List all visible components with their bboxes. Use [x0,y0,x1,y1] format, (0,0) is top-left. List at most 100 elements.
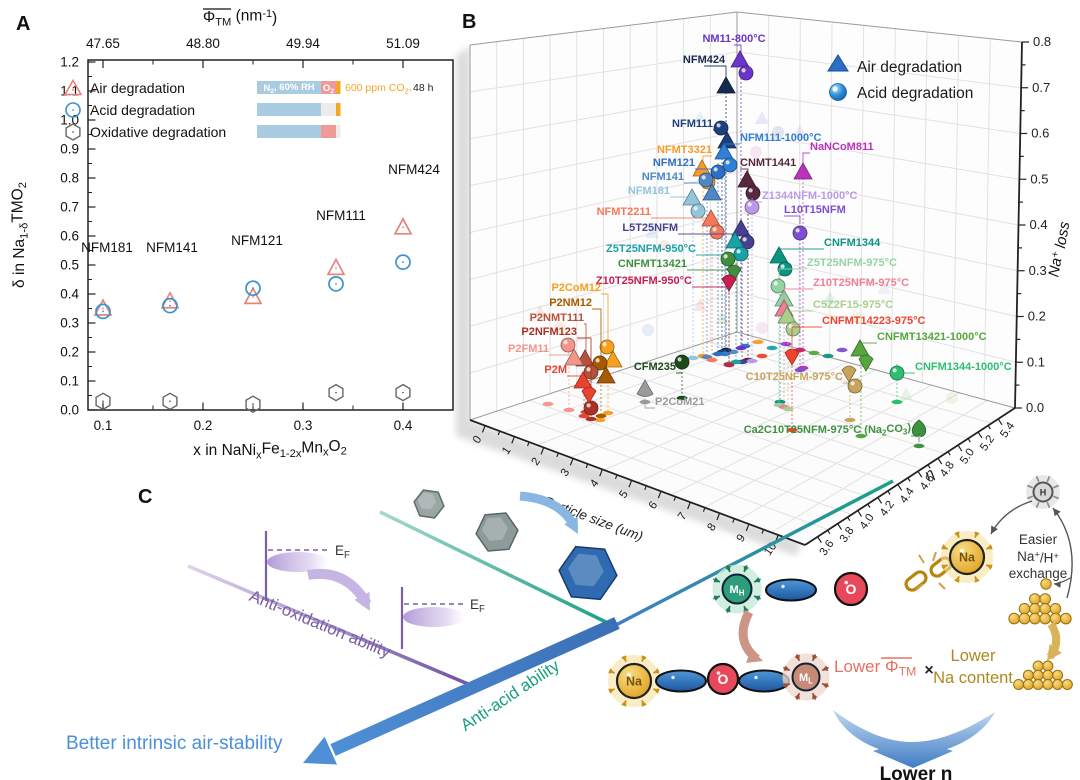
ghost-marker [642,324,654,336]
acid-point [328,276,344,292]
panel-a: A 47.65 48.80 49.94 51.09 ΦTM (nm-1) 0.0 0.1 0.… [10,8,454,461]
ghost-marker [658,240,670,252]
air-triangle-marker [731,219,751,237]
ghost-marker [793,125,807,138]
z-tick-label: 0.8 [1033,34,1051,49]
b-point: P2FM11 [508,337,584,413]
a-legend: Air degradation Acid degradation Oxidative… [63,78,226,141]
svg-text:ML: ML [799,672,813,685]
ghost-marker [772,126,784,138]
point-label: CNFMT14223-975°C [822,315,925,327]
point-label: CNFMT13421 [618,258,687,270]
na-ball [1018,612,1031,625]
top-tick-label: 47.65 [86,36,120,51]
grid-line [469,171,738,233]
na-ball [1040,578,1052,590]
right-wall [737,12,1022,408]
condition-bar-segment [321,81,336,94]
air-point [326,257,346,276]
b-point: P2NM12 [549,297,616,419]
anti-acid-axis-line [613,479,894,628]
leader-line [784,215,801,224]
legend-label: Acid degradation [90,102,195,118]
b-point: NM11-800°C [702,33,766,351]
svg-text:O: O [718,671,729,687]
leader-line [783,288,813,300]
acid-sphere-marker [709,224,725,240]
x-tick-label: 0.2 [194,418,213,433]
na-ball [1052,679,1064,690]
sample-label: NFM111 [316,208,366,223]
panel-b-letter: B [462,11,476,33]
floor-projection [891,399,903,405]
point-label: NM11-800°C [702,33,765,45]
floor-projection [585,416,597,422]
floor-projection [786,427,798,433]
air-triangle-marker [769,246,789,264]
easier-exchange-label: Easier [1019,532,1058,547]
ghost-marker [755,111,769,124]
break-spark [918,554,925,564]
legend-air-triangle [827,54,849,72]
na-ball [1032,660,1044,672]
weaker-bond-arrow [738,609,760,663]
y-tick-label: 0.7 [60,200,79,215]
x-axis-label: x in NaNixFe1-2xMnxO2 [193,438,347,461]
bond-orbital [765,578,817,602]
z-tick-label: 0.2 [1028,309,1046,324]
b-point: Z10T25NFM-950°C [596,274,737,368]
grid-line [736,91,1021,134]
merge-arrow [833,710,995,768]
na-ball [1029,612,1041,625]
air-triangle-marker [793,162,813,180]
y-tick-label: 0.0 [60,403,79,418]
anti-oxidation-axis-line [187,564,481,691]
arrowhead [812,693,818,700]
break-spark [915,583,924,591]
arrowhead [653,688,660,694]
anti-oxidation-label: Anti-oxidation ability [247,586,394,662]
z-tick-label: 0.4 [1030,217,1048,232]
acid-sphere-marker [792,225,808,241]
point-label: CNFM1344 [824,237,881,249]
floor-projection [844,417,856,423]
legend-triangle [63,78,83,96]
condition-bar-segment [336,125,341,138]
point-label: L10T15NFM [784,204,846,216]
b-point: CNFMT13421 [618,251,742,367]
point-label: Z10T25NFM-950°C [596,275,692,287]
lower-eta-label: Lower η [880,764,953,780]
y-tick-label: 0.4 [60,287,79,302]
top-tick-label: 48.80 [186,36,220,51]
leader-line [791,326,822,347]
na-ball [1022,669,1034,681]
droplet-marker [721,274,737,292]
box-edge [736,11,1023,43]
na-ball [1008,612,1020,625]
arrowhead [986,544,993,550]
bond-orbital [738,669,790,693]
acid-sphere-marker [745,185,761,201]
air-point [93,298,113,316]
point-label: CNFM1344-1000°C [915,361,1012,373]
floor-projection [808,350,820,356]
floor-projection [595,413,607,419]
svg-text:MH: MH [730,584,745,597]
arrowhead [822,683,829,689]
y-tick-label: 0.3 [60,316,79,331]
legend-label: Air degradation [90,80,185,96]
arrowhead [653,668,660,674]
legend-label: Air degradation [857,59,962,76]
oxidative-point [245,395,261,414]
point-label: CNFMT13421-1000°C [877,331,987,343]
arrowhead [641,700,647,707]
arrowhead [822,665,829,671]
arrowhead [812,654,818,661]
grid-line [558,390,876,500]
svg-text:H: H [1040,488,1047,498]
acid-sphere-marker [738,65,754,81]
b-point: L5T25NFM [622,219,755,365]
svg-text:O: O [846,581,857,597]
